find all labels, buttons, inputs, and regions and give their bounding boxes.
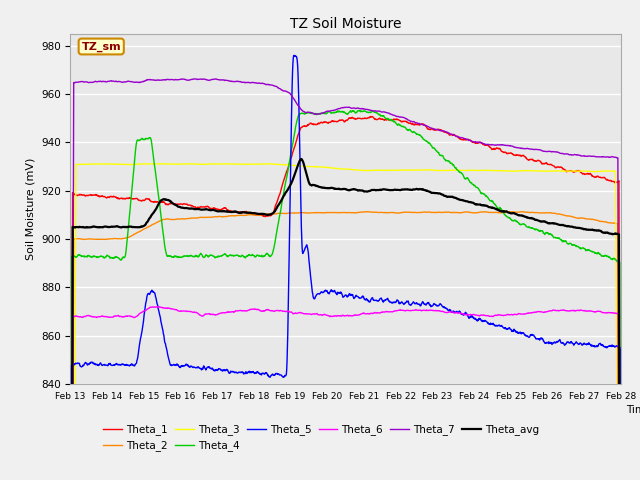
Y-axis label: Soil Moisture (mV): Soil Moisture (mV) <box>26 157 35 260</box>
Text: TZ_sm: TZ_sm <box>81 41 121 52</box>
Legend: Theta_1, Theta_2, Theta_3, Theta_4, Theta_5, Theta_6, Theta_7, Theta_avg: Theta_1, Theta_2, Theta_3, Theta_4, Thet… <box>103 424 540 451</box>
Text: Time: Time <box>627 405 640 415</box>
Title: TZ Soil Moisture: TZ Soil Moisture <box>290 17 401 31</box>
